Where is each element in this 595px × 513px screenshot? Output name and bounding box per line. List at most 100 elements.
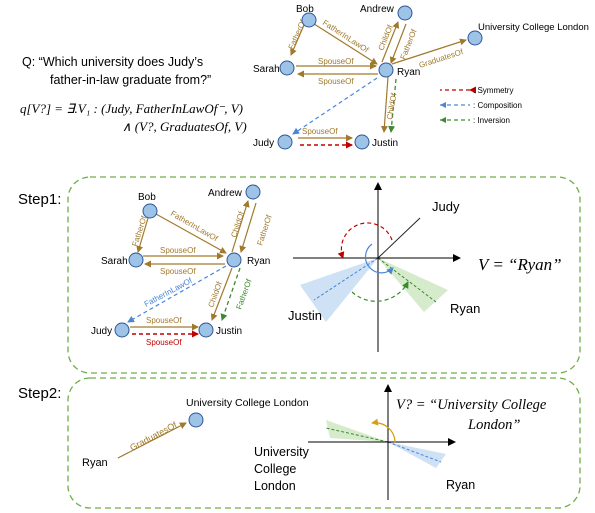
edge-fatherinlawof-bob-ryan — [310, 21, 378, 65]
s1-node-ryan — [226, 252, 242, 268]
label-fatherinlawof: FatherInLawOf — [321, 18, 371, 55]
label-spouseof-2: SpouseOf — [318, 77, 354, 86]
node-sarah — [279, 60, 295, 76]
s2-rot-label-ryan: Ryan — [446, 478, 475, 492]
node-label-justin: Justin — [372, 138, 398, 149]
node-judy — [277, 134, 293, 150]
s1-composition-rotation-arc — [364, 243, 394, 275]
s1-edge-childof — [231, 200, 250, 253]
node-label-andrew: Andrew — [360, 4, 395, 15]
node-label-bob: Bob — [296, 4, 314, 15]
node-label-ucl: University College London — [478, 22, 589, 33]
question-block: Q: “Which university does Judy’s father-… — [20, 55, 247, 134]
edge-fatherof-bob-sarah — [290, 24, 305, 56]
composition-arrow — [292, 77, 378, 135]
node-bob — [301, 12, 317, 28]
question-line-1: Q: “Which university does Judy’s — [22, 55, 203, 69]
s1-label-fatherinlawof: FatherInLawOf — [169, 209, 220, 244]
edge-graduatesof-ryan-ucl — [391, 38, 467, 65]
s1-label-spouseof-red: SpouseOf — [146, 338, 182, 347]
s1-edge-fatherof-green — [220, 267, 241, 321]
s1-node-sarah — [128, 252, 144, 268]
query-formula-line-1: q[V?] = ∃.V₁ : (Judy, FatherInLawOf⁻, V) — [20, 101, 243, 116]
s2-ucl-dashed — [325, 427, 389, 443]
top-knowledge-graph: FatherOf FatherInLawOf ChildOf FatherOf … — [253, 4, 589, 150]
query-formula-line-2: ∧ (V?, GraduatesOf, V) — [122, 119, 247, 134]
s2-ucl-cone — [326, 420, 388, 442]
s1-label-spouseof-1: SpouseOf — [160, 246, 196, 255]
s2-rot-label-ucl-2: College — [254, 462, 296, 476]
s1-label-ryan: Ryan — [247, 256, 270, 267]
s2-rot-label-ucl-1: University — [254, 445, 310, 459]
s1-rot-label-ryan: Ryan — [450, 301, 480, 316]
s1-edge-childof-justin — [210, 267, 233, 321]
s1-ryan-dashed — [377, 257, 437, 303]
s2-node-ucl — [188, 412, 204, 428]
legend-composition-label: : Composition — [473, 101, 522, 110]
label-spouseof-1: SpouseOf — [318, 57, 354, 66]
label-spouseof-judy: SpouseOf — [302, 127, 338, 136]
step1-knowledge-graph: FatherOf FatherInLawOf ChildOf FatherOf … — [91, 184, 274, 347]
step1-label: Step1: — [18, 191, 61, 208]
node-label-ryan: Ryan — [397, 67, 420, 78]
s1-edge-fatherinlawof-blue — [127, 265, 227, 323]
node-andrew — [397, 5, 413, 21]
s1-node-andrew — [245, 184, 261, 200]
edge-childof-justin-ryan — [380, 76, 389, 133]
node-label-sarah: Sarah — [253, 64, 280, 75]
s1-label-spouseof-judy: SpouseOf — [146, 316, 182, 325]
s1-edge-fatherinlawof — [155, 213, 227, 254]
legend-symmetry-label: : Symmetry — [473, 86, 513, 95]
node-ucl — [467, 30, 483, 46]
s1-result: V = “Ryan” — [478, 255, 562, 274]
s1-rot-label-justin: Justin — [288, 308, 322, 323]
s1-label-andrew: Andrew — [208, 188, 243, 199]
s1-node-justin — [198, 322, 214, 338]
node-ryan — [378, 62, 394, 78]
s1-label-justin: Justin — [216, 326, 242, 337]
s1-label-fatherof-green: FatherOf — [234, 277, 254, 310]
s2-label-graduatesof: GraduatesOf — [128, 420, 179, 453]
s1-rot-label-judy: Judy — [432, 199, 460, 214]
s2-label-ucl: University College London — [186, 397, 309, 409]
s1-edge-fatherof-bob-sarah — [136, 217, 149, 253]
edge-fatherof-andrew-ryan — [389, 23, 407, 64]
legend: : Symmetry : Composition : Inversion — [440, 86, 522, 125]
s1-node-bob — [142, 203, 158, 219]
s1-judy-vector — [377, 217, 421, 259]
s1-label-fatherinlawof-blue: FatherInLawOf — [143, 276, 195, 309]
s1-node-judy — [114, 322, 130, 338]
question-line-2: father-in-law graduate from?” — [50, 73, 211, 87]
s2-rotation-arc — [371, 418, 396, 444]
s2-ryan-cone — [388, 442, 446, 468]
s1-label-sarah: Sarah — [101, 256, 128, 267]
s1-label-childof: ChildOf — [229, 210, 246, 239]
s1-edge-fatherof-andrew — [239, 202, 257, 253]
step1-rotation-plot: Judy Justin Ryan V = “Ryan” — [288, 182, 562, 352]
label-graduatesof: GraduatesOf — [418, 47, 465, 70]
s1-ryan-cone — [378, 258, 448, 312]
step1-box — [67, 176, 581, 374]
s1-label-judy: Judy — [91, 326, 112, 337]
s2-rot-label-ucl-3: London — [254, 479, 296, 493]
step2-box — [67, 377, 581, 509]
inversion-arrow — [388, 78, 397, 133]
node-label-judy: Judy — [253, 138, 274, 149]
s2-ryan-dashed — [387, 441, 442, 463]
step2-rotation-plot: University College London Ryan V? = “Uni… — [254, 384, 547, 500]
step2-label: Step2: — [18, 385, 61, 402]
s1-justin-cone — [300, 258, 378, 322]
s2-result-line-1: V? = “University College — [396, 397, 547, 413]
s1-inversion-rotation-arc — [351, 281, 409, 302]
s1-label-spouseof-2: SpouseOf — [160, 267, 196, 276]
s2-edge-graduatesof — [117, 422, 187, 459]
legend-inversion-label: : Inversion — [473, 116, 510, 125]
s2-result-line-2: London” — [467, 417, 520, 433]
s2-label-ryan: Ryan — [82, 457, 108, 469]
node-justin — [354, 134, 370, 150]
s1-label-fatherof: FatherOf — [130, 214, 149, 248]
edge-childof-ryan-andrew — [381, 21, 400, 63]
s1-label-bob: Bob — [138, 192, 156, 203]
s1-symmetry-rotation-arc — [337, 222, 393, 259]
